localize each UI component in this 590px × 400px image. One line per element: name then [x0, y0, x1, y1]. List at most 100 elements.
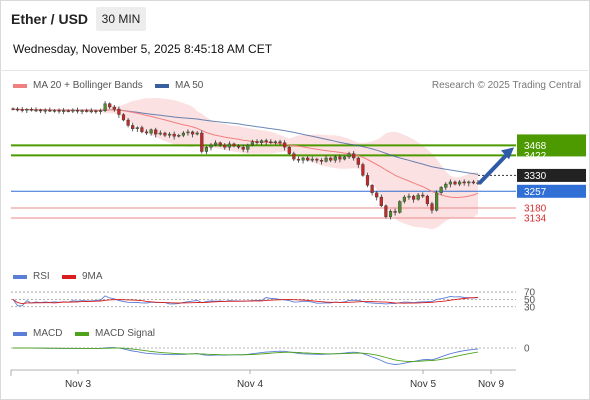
candle-body [425, 195, 429, 204]
candle-body [416, 194, 420, 200]
candle-body [112, 106, 116, 110]
support-label: 3134 [524, 214, 547, 225]
legend-macd-label: MACD [33, 328, 63, 339]
candle-body [458, 181, 462, 185]
candle-body [453, 181, 457, 185]
legend-macd: MACD [13, 328, 62, 339]
candle-body [462, 181, 466, 184]
candle-body [89, 110, 93, 113]
rsi-9ma-line [12, 296, 479, 305]
candle-body [85, 110, 89, 112]
candle-body [467, 181, 471, 184]
candle-body [75, 109, 80, 112]
candle-body [121, 114, 126, 121]
candle-body [144, 131, 149, 134]
candle-body [347, 153, 351, 158]
candle-body [430, 203, 434, 211]
rsi-level-label: 30 [524, 302, 536, 313]
candle-body [131, 125, 135, 129]
candle-body [213, 142, 218, 146]
candle-body [25, 109, 29, 111]
candle-body [200, 132, 204, 152]
legend-ma50-label: MA 50 [175, 80, 204, 91]
macd-signal-swatch-icon [75, 331, 89, 336]
candle-body [384, 205, 388, 217]
legend-rsi-label: RSI [33, 271, 50, 282]
candle-body [108, 103, 112, 108]
candle-body [246, 144, 250, 150]
candle-body [365, 175, 370, 186]
legend-ma20: MA 20 + Bollinger Bands [13, 80, 143, 91]
candle-body [43, 109, 47, 112]
moving-average-layer [12, 108, 479, 199]
candle-body [48, 109, 52, 112]
ma20-swatch-icon [13, 83, 27, 88]
candle-body [135, 127, 139, 129]
candle-body [186, 131, 190, 134]
candle-body [103, 103, 107, 111]
candle-body [315, 158, 319, 161]
candle-body [80, 110, 84, 112]
current-price-label: 3330 [524, 171, 547, 182]
candle-body [177, 134, 181, 137]
candle-body [154, 129, 158, 135]
bollinger-band-layer [13, 98, 478, 230]
candle-body [204, 146, 208, 152]
legend-9ma-label: 9MA [82, 271, 103, 282]
candle-body [393, 211, 397, 213]
candle-body [301, 157, 305, 161]
timeframe-button[interactable]: 30 MIN [96, 7, 146, 31]
macd-signal-line [13, 347, 479, 362]
macd-line [13, 347, 479, 365]
candle-body [167, 133, 172, 136]
candle-body [338, 156, 342, 160]
candle-body [190, 131, 195, 135]
legend-macd-signal-label: MACD Signal [95, 328, 156, 339]
forecast-arrow-shaft [478, 151, 510, 185]
candle-body [412, 195, 416, 200]
resistance-tag [517, 134, 586, 157]
candle-body [236, 145, 241, 148]
candle-body [278, 141, 282, 143]
macd-panel: 0 [11, 344, 530, 365]
candle-body [448, 181, 452, 185]
candle-body [20, 109, 24, 111]
candle-body [223, 144, 227, 148]
candle-body [16, 108, 20, 111]
header-divider [0, 70, 588, 71]
candle-body [356, 157, 360, 165]
candle-body [57, 110, 61, 112]
candle-body [11, 108, 15, 110]
candle-body [163, 132, 167, 136]
candle-body [181, 132, 185, 136]
candle-body [471, 181, 475, 184]
candle-body [140, 127, 144, 133]
rsi-9ma-swatch-icon [62, 274, 76, 279]
candle-body [250, 141, 254, 146]
forecast-arrow-icon [501, 147, 514, 160]
candle-body [218, 142, 222, 146]
candle-body [241, 146, 245, 150]
candle-body [319, 159, 324, 162]
candle-body [296, 158, 301, 161]
candle-body [324, 157, 328, 162]
macd-zero-label: 0 [524, 344, 530, 355]
candle-body [260, 140, 264, 144]
resistance-label: 3422 [524, 151, 547, 162]
candle-body [402, 196, 406, 202]
pivot-label: 3257 [524, 187, 547, 198]
candle-body [34, 109, 38, 112]
candle-body [158, 132, 162, 135]
candle-body [421, 194, 425, 197]
candle-body [29, 109, 33, 111]
candle-body [407, 195, 411, 198]
candle-body [52, 110, 57, 112]
candle-body [444, 183, 448, 188]
candles-layer [11, 101, 480, 220]
report-datetime: Wednesday, November 5, 2025 8:45:18 AM C… [13, 42, 273, 56]
bollinger-band [13, 98, 478, 230]
x-tick-label: Nov 3 [65, 379, 92, 390]
candle-body [283, 142, 287, 148]
